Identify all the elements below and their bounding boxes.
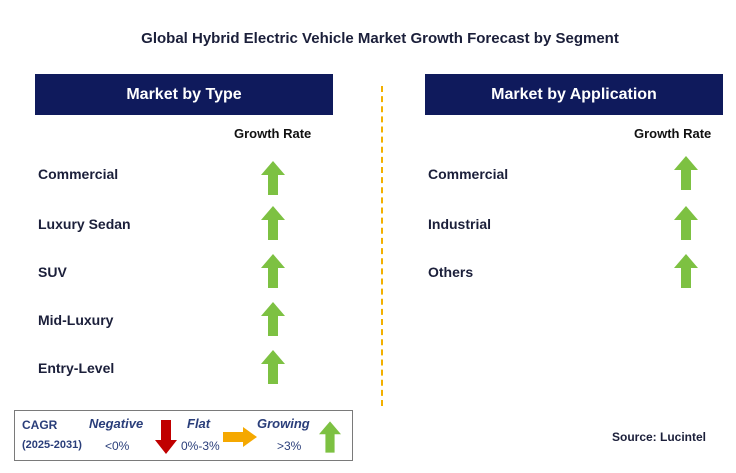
market-by-application-header: Market by Application <box>425 74 723 115</box>
green-up-arrow-icon <box>674 206 698 240</box>
page-title: Global Hybrid Electric Vehicle Market Gr… <box>141 30 619 47</box>
legend-cagr-title: CAGR <box>22 418 58 432</box>
market-by-application-header-label: Market by Application <box>491 85 657 103</box>
green-up-arrow-icon <box>261 350 285 384</box>
type-row-commercial-label: Commercial <box>38 166 119 182</box>
application-growth-rate-label: Growth Rate <box>634 126 712 141</box>
application-row-commercial-label: Commercial <box>428 166 509 182</box>
legend-flat-label: Flat <box>187 416 211 431</box>
type-row-mid-luxury-label: Mid-Luxury <box>38 312 114 328</box>
type-row-suv-label: SUV <box>38 264 67 280</box>
application-row-others-label: Others <box>428 264 474 280</box>
panel-divider <box>381 86 383 406</box>
legend-cagr-range: (2025-2031) <box>22 439 82 451</box>
type-row-luxury-sedan-label: Luxury Sedan <box>38 216 131 232</box>
green-up-arrow-icon <box>674 254 698 288</box>
green-up-arrow-icon <box>319 421 341 453</box>
green-up-arrow-icon <box>261 302 285 336</box>
red-down-arrow-icon <box>155 420 177 454</box>
cagr-legend: CAGR (2025-2031) Negative <0% Flat 0%-3%… <box>14 410 353 461</box>
legend-growing-value: >3% <box>277 439 302 453</box>
type-growth-rate-label: Growth Rate <box>234 126 312 141</box>
market-by-type-header-label: Market by Type <box>126 85 242 103</box>
legend-negative-value: <0% <box>105 439 130 453</box>
green-up-arrow-icon <box>261 206 285 240</box>
green-up-arrow-icon <box>261 161 285 195</box>
green-up-arrow-icon <box>674 156 698 190</box>
green-up-arrow-icon <box>261 254 285 288</box>
source-note: Source: Lucintel <box>612 430 707 444</box>
application-row-industrial-label: Industrial <box>428 216 492 232</box>
orange-right-arrow-icon <box>223 427 257 447</box>
market-by-type-header: Market by Type <box>35 74 333 115</box>
legend-growing-label: Growing <box>257 416 310 431</box>
type-row-entry-level-label: Entry-Level <box>38 360 115 376</box>
legend-negative-label: Negative <box>89 416 144 431</box>
legend-flat-value: 0%-3% <box>181 439 220 453</box>
